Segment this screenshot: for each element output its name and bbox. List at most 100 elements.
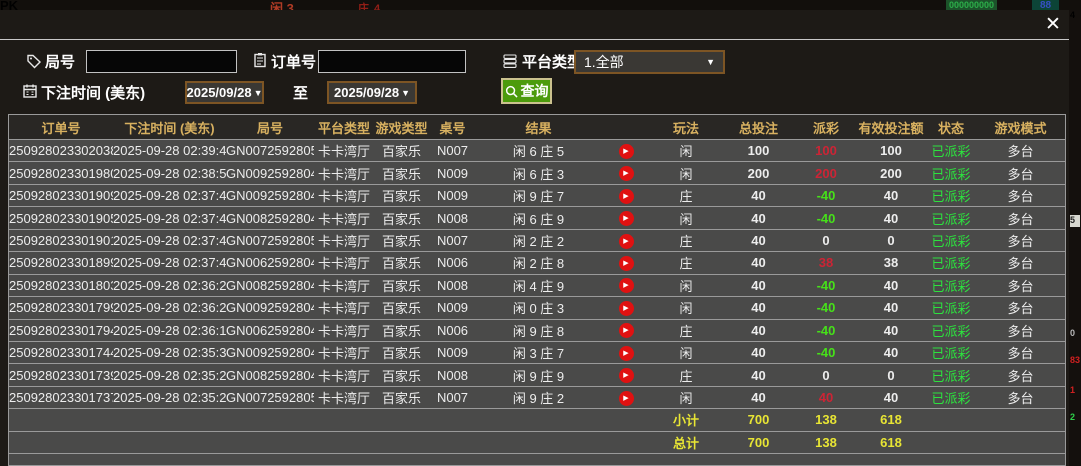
replay-cell: ▶: [601, 277, 651, 294]
replay-cell: ▶: [601, 390, 651, 406]
round-id-cell: GN0082592804S: [226, 367, 314, 383]
valid-bet-cell: 40: [883, 188, 899, 204]
game-mode-cell: 多台: [1007, 166, 1034, 182]
subtotal-total-bet: 700: [747, 412, 770, 428]
round-id-cell: GN00625928044: [226, 255, 314, 271]
status-cell: 已派彩: [931, 368, 971, 384]
round-id-cell: GN0072592805S: [226, 143, 314, 159]
total-payout: 138: [815, 434, 837, 450]
valid-bet-cell: 0: [887, 232, 895, 248]
order-id-input[interactable]: [318, 50, 466, 73]
result-cell: 闲 6 庄 9: [512, 211, 565, 227]
platform-cell: 卡卡湾厅: [317, 301, 370, 317]
total-bet-cell: 40: [751, 277, 766, 293]
total-bet-cell: 40: [751, 390, 766, 406]
background-page-right-strip: 5 0 83 1 2 4: [1069, 10, 1081, 466]
replay-play-icon[interactable]: ▶: [618, 278, 634, 294]
bet-time-cell: 2025-09-28 02:36:21: [113, 300, 226, 316]
total-total-bet: 700: [747, 434, 770, 450]
round-id-label: 局号: [45, 54, 76, 71]
game-type-cell: 百家乐: [381, 301, 421, 317]
date-from-value: 2025/09/28: [186, 85, 252, 100]
table-row: 250928023301899 2025-09-28 02:37:42 GN00…: [9, 252, 1065, 275]
bet-time-cell: 2025-09-28 02:35:30: [113, 345, 226, 361]
round-id-cell: GN0092592804O: [226, 165, 314, 181]
round-id-cell: GN0092592804J: [226, 345, 314, 361]
total-valid-bet: 618: [880, 434, 902, 450]
status-cell: 已派彩: [931, 391, 971, 407]
table-no-cell: N009: [436, 165, 469, 181]
total-bet-cell: 40: [751, 300, 766, 316]
bet-time-cell: 2025-09-28 02:35:24: [113, 390, 226, 406]
game-type-cell: 百家乐: [381, 233, 421, 249]
platform-cell: 卡卡湾厅: [317, 256, 370, 272]
replay-play-icon[interactable]: ▶: [618, 166, 634, 182]
round-id-cell: GN00625928042: [226, 322, 314, 338]
date-from-picker[interactable]: 2025/09/28 ▼: [185, 81, 264, 104]
result-cell: 闲 9 庄 9: [512, 368, 565, 384]
valid-bet-cell: 100: [880, 143, 902, 159]
table-no-cell: N008: [436, 210, 469, 226]
platform-cell: 卡卡湾厅: [317, 144, 370, 160]
table-row: 250928023302038 2025-09-28 02:39:45 GN00…: [9, 140, 1065, 163]
replay-cell: ▶: [601, 345, 651, 361]
order-id-cell: 250928023301899: [9, 255, 113, 271]
replay-play-icon[interactable]: ▶: [618, 143, 634, 159]
game-mode-cell: 多台: [1007, 368, 1034, 384]
table-no-cell: N007: [436, 390, 469, 406]
platform-list-icon: [502, 53, 518, 69]
search-button[interactable]: 查询: [501, 78, 552, 104]
bet-time-cell: 2025-09-28 02:35:26: [113, 367, 226, 383]
order-id-label: 订单号: [271, 54, 317, 71]
replay-cell: ▶: [601, 322, 651, 339]
col-header-platform: 平台类型: [317, 120, 370, 136]
table-row: 250928023301799 2025-09-28 02:36:21 GN00…: [9, 297, 1065, 320]
replay-cell: ▶: [601, 232, 651, 249]
date-range-to-label: 至: [293, 85, 309, 102]
game-mode-cell: 多台: [1007, 301, 1034, 317]
replay-play-icon[interactable]: ▶: [618, 233, 634, 249]
game-mode-cell: 多台: [1007, 256, 1034, 272]
game-mode-cell: 多台: [1007, 189, 1034, 205]
order-id-cell: 250928023301739: [9, 367, 113, 383]
payout-cell: 200: [815, 165, 837, 181]
total-bet-cell: 40: [751, 322, 766, 338]
platform-cell: 卡卡湾厅: [317, 189, 370, 205]
status-cell: 已派彩: [931, 278, 971, 294]
status-cell: 已派彩: [931, 301, 971, 317]
play-type-cell: 闲: [679, 144, 693, 160]
replay-play-icon[interactable]: ▶: [618, 323, 634, 339]
round-id-input[interactable]: [86, 50, 237, 73]
result-cell: 闲 2 庄 8: [512, 256, 565, 272]
background-fragment: 4: [1070, 10, 1076, 20]
replay-play-icon[interactable]: ▶: [618, 188, 634, 204]
subtotal-payout: 138: [815, 412, 837, 428]
payout-cell: 40: [818, 390, 834, 406]
play-type-cell: 闲: [679, 391, 693, 407]
col-header-order-id: 订单号: [41, 120, 81, 136]
replay-play-icon[interactable]: ▶: [618, 255, 634, 271]
replay-play-icon[interactable]: ▶: [618, 368, 634, 384]
platform-type-select[interactable]: 1.全部 ▼: [574, 50, 725, 74]
result-cell: 闲 0 庄 3: [512, 301, 565, 317]
replay-play-icon[interactable]: ▶: [618, 211, 634, 227]
game-type-cell: 百家乐: [381, 189, 421, 205]
replay-play-icon[interactable]: ▶: [618, 390, 634, 406]
platform-cell: 卡卡湾厅: [317, 391, 370, 407]
game-type-cell: 百家乐: [381, 323, 421, 339]
clipboard-icon: [252, 52, 268, 68]
platform-cell: 卡卡湾厅: [317, 211, 370, 227]
total-label: 总计: [672, 435, 699, 451]
replay-play-icon[interactable]: ▶: [618, 300, 634, 316]
table-row: 250928023301803 2025-09-28 02:36:24 GN00…: [9, 274, 1065, 298]
play-type-cell: 庄: [679, 256, 693, 272]
order-id-cell: 250928023301737: [9, 390, 113, 406]
background-fragment: 000000000: [946, 0, 998, 10]
col-header-round-id: 局号: [256, 120, 283, 136]
date-to-picker[interactable]: 2025/09/28 ▼: [327, 81, 417, 104]
replay-play-icon[interactable]: ▶: [618, 345, 634, 361]
close-icon[interactable]: ✕: [1045, 14, 1061, 35]
search-icon: [505, 85, 518, 98]
subtotal-row: 小计 700 138 618: [9, 409, 1065, 432]
payout-cell: 38: [818, 255, 834, 271]
